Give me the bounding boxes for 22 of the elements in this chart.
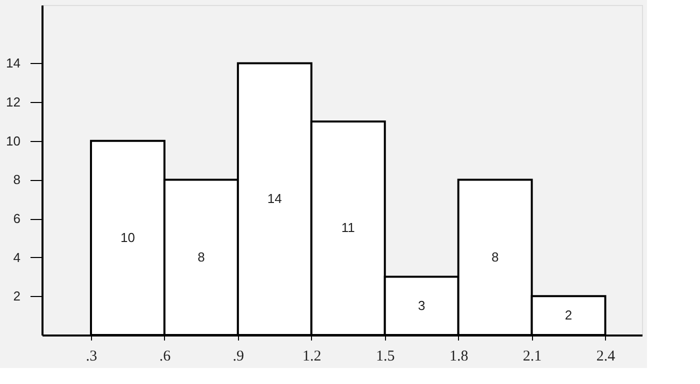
y-tick-label: 8: [13, 172, 20, 188]
data-label: 8: [198, 249, 205, 264]
data-label: 2: [564, 308, 572, 323]
y-tick-label: 2: [13, 288, 20, 304]
y-tick-label: 12: [6, 94, 20, 110]
x-tick-label: 1.5: [376, 348, 395, 364]
y-tick-label: 6: [13, 211, 20, 226]
y-tick-label: 14: [6, 56, 20, 71]
data-label: 8: [491, 249, 499, 264]
x-tick-label: .9: [232, 348, 244, 364]
x-tick-label: .3: [86, 348, 98, 364]
y-tick-label: 4: [13, 250, 20, 265]
x-tick-label: 1.2: [302, 348, 322, 364]
data-label: 10: [120, 230, 135, 245]
data-label: 11: [341, 220, 355, 236]
x-tick-label: 2.4: [596, 348, 616, 364]
x-tick-label: 2.1: [522, 348, 542, 364]
data-label: 3: [418, 298, 426, 313]
data-label: 14: [267, 191, 282, 206]
x-tick-label: 1.8: [449, 348, 468, 364]
x-tick-label: .6: [159, 348, 172, 364]
y-tick-label: 10: [6, 133, 20, 148]
